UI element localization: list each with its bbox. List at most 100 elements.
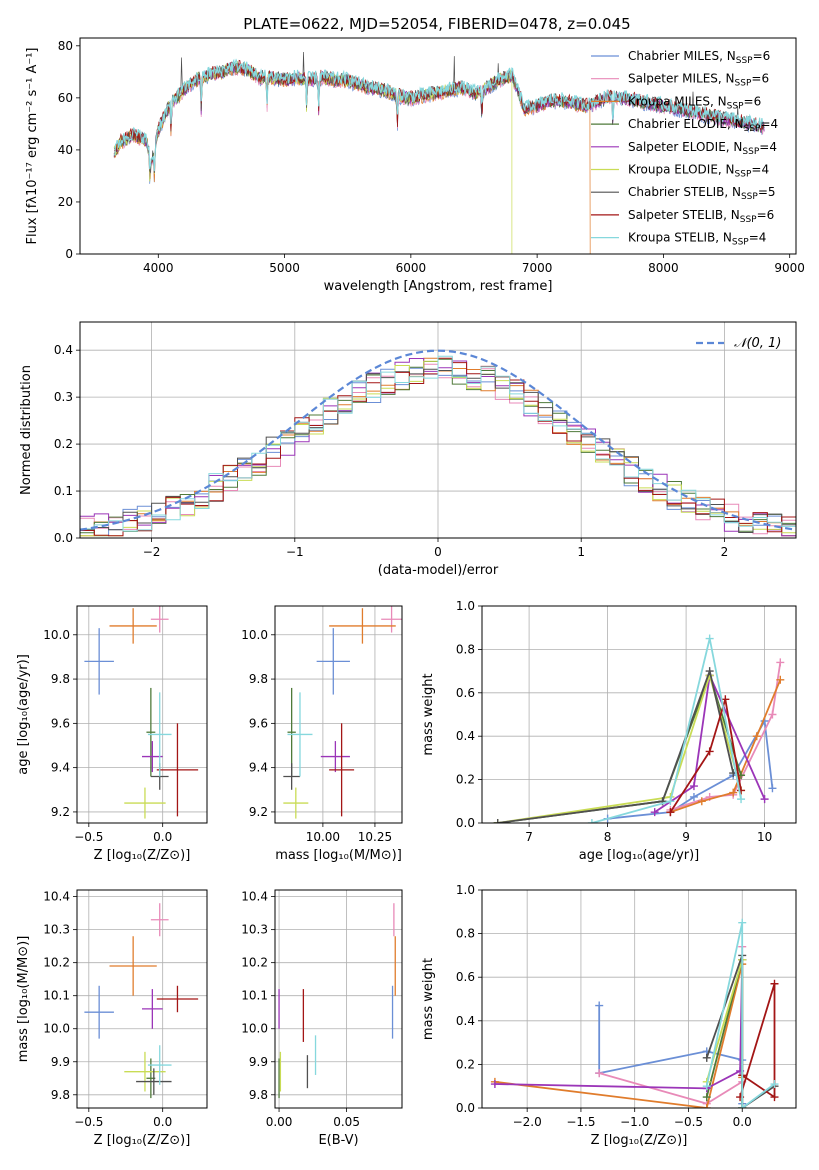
plot-area	[490, 918, 779, 1108]
weight-point-salpeter-stelib	[666, 808, 675, 817]
weight-line-salpeter-elodie	[494, 959, 744, 1090]
axes-frame	[76, 889, 208, 1109]
errorbar-chabrier-elodie	[287, 687, 296, 777]
x-tick-label: 9	[682, 830, 690, 844]
x-tick-label: 0.0	[153, 830, 172, 844]
y-tick-label: 0.0	[54, 531, 73, 545]
legend-label-salpeter-miles: Salpeter MILES, NSSP=6	[628, 72, 769, 89]
x-axis-label: (data-model)/error	[378, 563, 499, 578]
y-tick-label: 9.9	[51, 1055, 70, 1069]
x-tick-label: 9000	[774, 261, 805, 275]
weight-point-kroupa-stelib	[705, 634, 714, 643]
panel-mass-vs-Z: −0.5 0.0 9.8 9.9 10.0 10.1 10.2 10.3 10.4 Z [log₁…	[16, 889, 208, 1148]
weight-point-salpeter-stelib	[721, 695, 730, 704]
x-tick-label: 8	[604, 830, 612, 844]
y-axis-label: Normed distribution	[19, 365, 34, 495]
x-tick-label: 10.00	[306, 830, 340, 844]
errorbar-chabrier-elodie	[146, 687, 156, 777]
normal-curve	[80, 349, 796, 531]
errorbar-kroupa-stelib	[287, 692, 313, 777]
y-tick-label: 0.3	[54, 390, 73, 404]
y-tick-label: 10.1	[241, 989, 268, 1003]
histogram-kroupa-stelib	[80, 355, 796, 532]
legend-label-chabrier-miles: Chabrier MILES, NSSP=6	[628, 49, 770, 66]
weight-point-salpeter-elodie	[650, 808, 659, 817]
grid	[275, 606, 402, 823]
x-tick-label: −1.5	[566, 1115, 595, 1129]
y-tick-label: 0	[65, 247, 73, 261]
weight-point-kroupa-stelib	[587, 819, 596, 823]
x-tick-label: 8000	[648, 261, 679, 275]
y-tick-label: 40	[58, 143, 73, 157]
y-tick-label: 9.8	[51, 1088, 70, 1102]
weight-point-salpeter-elodie	[760, 795, 769, 804]
errorbar-chabrier-miles	[84, 985, 114, 1039]
x-tick-label: −0.5	[74, 830, 103, 844]
errorbar-salpeter-stelib	[156, 723, 199, 817]
panel-spectrum: 4000 5000 6000 7000 8000 9000 0 20 40 60 80 wavelen…	[25, 37, 805, 294]
weight-point-kroupa-stelib	[666, 797, 675, 806]
panel-mass-vs-ebv: 0.00 0.05 9.8 9.9 10.0 10.1 10.2 10.3 10.4 E(B-V)	[241, 889, 403, 1148]
weight-line-salpeter-elodie	[654, 672, 766, 813]
weight-point-salpeter-miles	[595, 1069, 604, 1078]
x-tick-label: 5000	[269, 261, 300, 275]
errorbar-kroupa-elodie	[124, 1051, 166, 1092]
y-tick-label: 10.3	[241, 923, 268, 937]
weight-point-kroupa-miles	[729, 788, 738, 797]
errorbar-kroupa-stelib	[147, 692, 172, 777]
weight-point-salpeter-elodie	[689, 782, 698, 791]
x-tick-label: −0.5	[74, 1115, 103, 1129]
errorbar-chabrier-miles	[316, 628, 350, 695]
x-tick-label: 2	[721, 545, 729, 559]
axes-frame	[481, 605, 797, 824]
weight-point-chabrier-stelib	[705, 667, 714, 676]
x-tick-label: −1.0	[620, 1115, 649, 1129]
y-axis-label: Flux [fλ10⁻¹⁷ erg cm⁻² s⁻¹ A⁻¹]	[25, 48, 40, 245]
x-tick-label: −2	[143, 545, 161, 559]
errorbar-kroupa-stelib	[147, 1045, 172, 1085]
legend-label-salpeter-elodie: Salpeter ELODIE, NSSP=4	[628, 140, 777, 157]
y-tick-label: 0.4	[456, 729, 475, 743]
y-tick-label: 80	[58, 39, 73, 53]
weight-point-kroupa-stelib	[738, 918, 747, 927]
plot-area	[113, 51, 765, 254]
y-axis-label: age [log₁₀(age/yr)]	[16, 654, 31, 775]
x-tick-label: 7000	[522, 261, 553, 275]
weight-point-chabrier-miles	[595, 1001, 604, 1010]
y-tick-label: 0.4	[456, 1014, 475, 1028]
y-tick-label: 9.8	[249, 1088, 268, 1102]
legend-label-chabrier-elodie: Chabrier ELODIE, NSSP=4	[628, 117, 778, 134]
legend: 𝒩(0, 1)	[696, 336, 781, 351]
y-tick-label: 0.2	[54, 437, 73, 451]
legend-label-chabrier-stelib: Chabrier STELIB, NSSP=5	[628, 185, 776, 202]
weight-point-chabrier-stelib	[493, 819, 502, 823]
weight-point-salpeter-stelib	[770, 979, 779, 988]
weight-point-kroupa-stelib	[738, 1104, 747, 1108]
errorbar-chabrier-stelib	[283, 763, 300, 790]
x-tick-label: 0.0	[153, 1115, 172, 1129]
axes-frame	[274, 605, 403, 824]
weight-point-salpeter-stelib	[770, 1093, 779, 1102]
errorbar-chabrier-miles	[84, 628, 114, 695]
weight-point-chabrier-stelib	[702, 1053, 711, 1062]
legend: Chabrier MILES, NSSP=6 Salpeter MILES, NS…	[591, 49, 778, 248]
legend-label-normal: 𝒩(0, 1)	[734, 336, 781, 351]
figure-title: PLATE=0622, MJD=52054, FIBERID=0478, z=0…	[243, 15, 630, 33]
x-tick-label: −2.0	[513, 1115, 542, 1129]
y-tick-label: 9.2	[249, 805, 268, 819]
errorbar-chabrier-stelib	[136, 1068, 172, 1095]
weight-line-salpeter-stelib	[739, 983, 776, 1099]
x-tick-label: 0.05	[333, 1115, 360, 1129]
weight-line-kroupa-elodie	[497, 672, 742, 823]
weight-point-salpeter-stelib	[737, 786, 746, 795]
weight-line-kroupa-stelib	[705, 922, 776, 1108]
panel-age-vs-Z: −0.5 0.0 9.2 9.4 9.6 9.8 10.0 Z [log₁₀(Z/Z⊙)] ag…	[16, 605, 208, 863]
x-tick-label: 10	[757, 830, 772, 844]
y-tick-label: 9.8	[249, 672, 268, 686]
y-tick-label: 20	[58, 195, 73, 209]
weight-point-salpeter-elodie	[490, 1080, 499, 1089]
y-tick-label: 10.3	[43, 923, 70, 937]
x-axis-label: Z [log₁₀(Z/Z⊙)]	[94, 848, 191, 863]
y-tick-label: 10.4	[43, 890, 70, 904]
